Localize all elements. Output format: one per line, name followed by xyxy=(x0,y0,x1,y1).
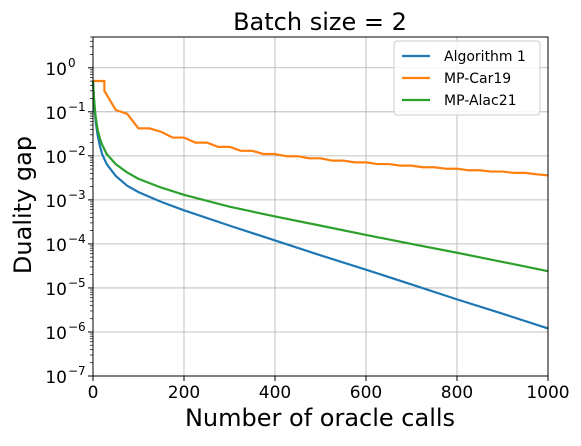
legend-box xyxy=(393,40,541,116)
y-tick-exponent: 0 xyxy=(68,56,76,70)
series-line-mp-car19 xyxy=(93,79,549,177)
legend-label: MP-Alac21 xyxy=(444,93,517,109)
x-axis-label: Number of oracle calls xyxy=(185,404,455,432)
y-tick-exponent: −6 xyxy=(68,320,86,334)
x-tick-label: 200 xyxy=(168,383,200,403)
y-tick-exponent: −5 xyxy=(68,276,86,290)
chart-title: Batch size = 2 xyxy=(233,8,407,36)
x-tick-label: 1000 xyxy=(526,383,569,403)
series-line-algorithm-1 xyxy=(91,80,549,330)
x-tick-label: 600 xyxy=(350,383,382,403)
y-tick-label: 10 xyxy=(45,104,67,124)
y-tick-exponent: −1 xyxy=(68,100,86,114)
y-tick-exponent: −4 xyxy=(68,232,86,246)
x-tick-label: 0 xyxy=(88,383,99,403)
series-line-mp-alac21 xyxy=(91,80,549,273)
y-tick-label: 10 xyxy=(45,192,67,212)
legend-label: MP-Car19 xyxy=(444,71,511,87)
y-tick-label: 10 xyxy=(45,60,67,80)
legend: Algorithm 1 MP-Car19 MP-Alac21 xyxy=(393,40,541,116)
y-tick-label: 10 xyxy=(45,148,67,168)
x-tick-label: 400 xyxy=(259,383,291,403)
y-tick-exponent: −7 xyxy=(68,364,86,378)
y-axis-label: Duality gap xyxy=(9,136,37,274)
y-tick-label: 10 xyxy=(45,324,67,344)
legend-label: Algorithm 1 xyxy=(444,49,526,65)
x-tick-label: 800 xyxy=(441,383,473,403)
y-tick-exponent: −2 xyxy=(68,144,86,158)
y-tick-label: 10 xyxy=(45,280,67,300)
y-tick-label: 10 xyxy=(45,368,67,388)
series-layer xyxy=(91,79,549,330)
y-tick-exponent: −3 xyxy=(68,188,86,202)
y-tick-label: 10 xyxy=(45,236,67,256)
